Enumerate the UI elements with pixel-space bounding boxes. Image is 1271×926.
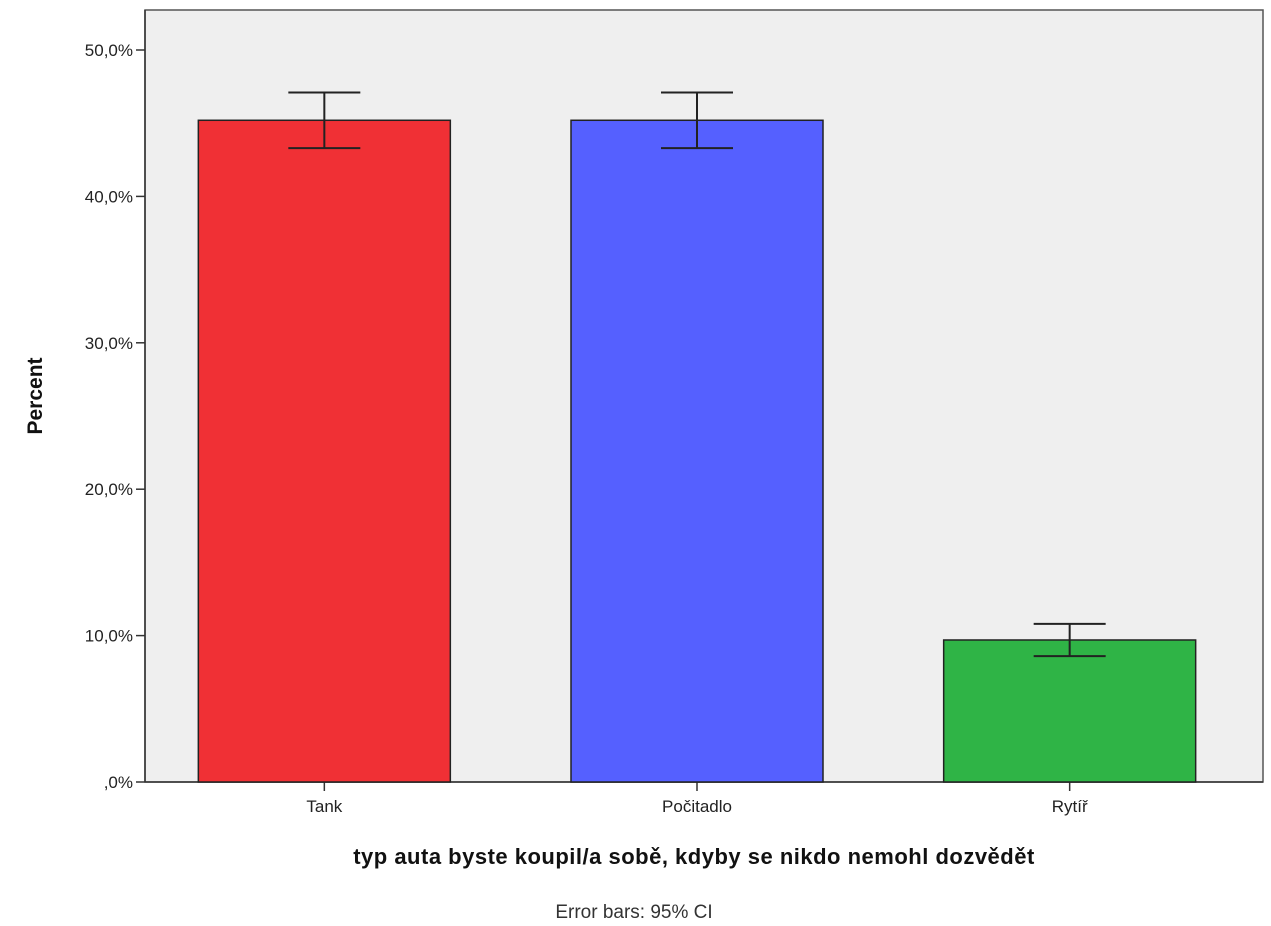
error-bars bbox=[288, 91, 1106, 658]
bars bbox=[197, 119, 1197, 783]
error-bar bbox=[1033, 622, 1106, 658]
bar-tank bbox=[197, 119, 452, 783]
y-tick-label: 20,0% bbox=[85, 480, 133, 499]
error-bar bbox=[288, 91, 361, 150]
y-axis: ,0% 10,0% 20,0% 30,0% 40,0% 50,0% bbox=[85, 10, 146, 792]
bar-počitadlo bbox=[570, 119, 824, 783]
error-bar bbox=[661, 91, 733, 150]
y-tick-label: 10,0% bbox=[85, 627, 133, 646]
y-tick-label: ,0% bbox=[104, 773, 133, 792]
x-axis: Tank Počitadlo Rytíř bbox=[145, 781, 1263, 816]
y-tick-label: 50,0% bbox=[85, 41, 133, 60]
x-tick-label: Tank bbox=[306, 797, 342, 816]
y-tick-label: 30,0% bbox=[85, 334, 133, 353]
bar-rytíř bbox=[942, 639, 1197, 783]
y-axis-title: Percent bbox=[24, 357, 47, 434]
x-tick-label: Počitadlo bbox=[662, 797, 732, 816]
error-bars-note: Error bars: 95% CI bbox=[555, 902, 712, 923]
y-tick-label: 40,0% bbox=[85, 187, 133, 206]
x-axis-title: typ auta byste koupil/a sobě, kdyby se n… bbox=[353, 844, 1035, 869]
x-tick-label: Rytíř bbox=[1052, 797, 1088, 816]
